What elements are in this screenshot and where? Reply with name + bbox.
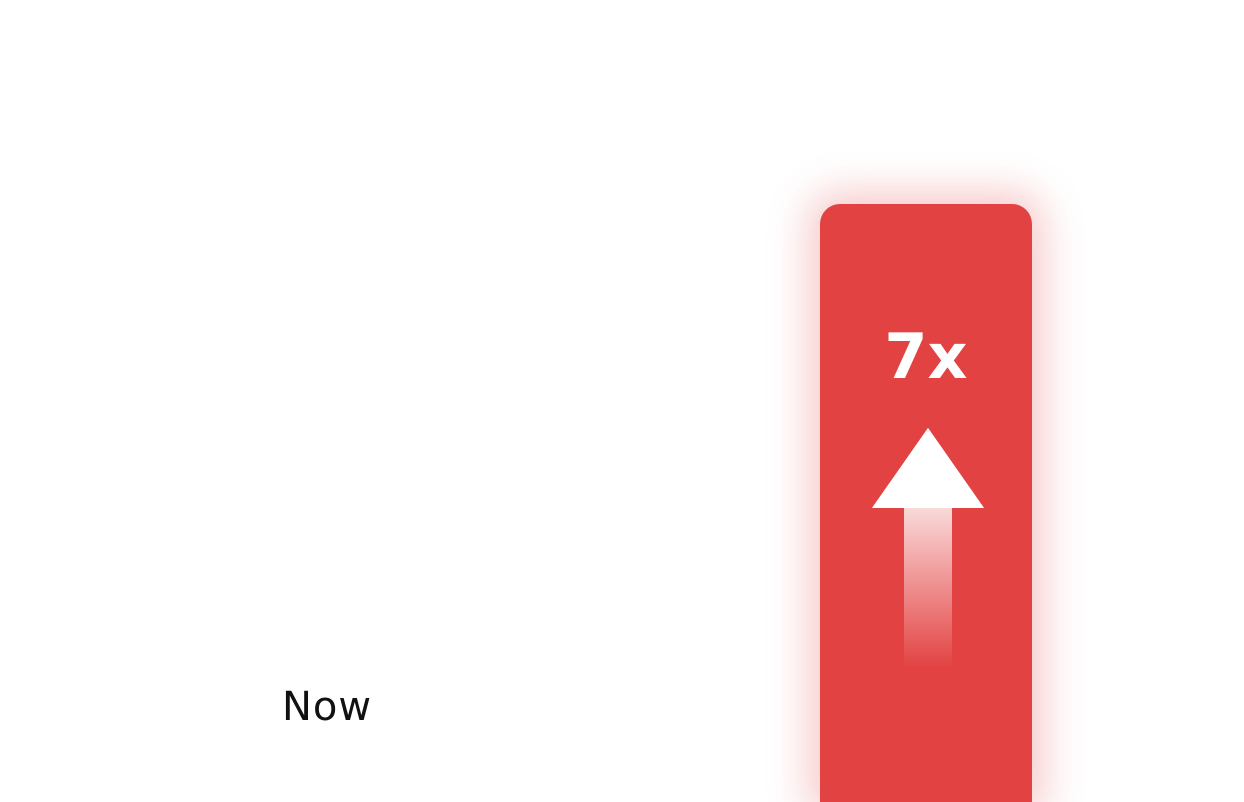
growth-bar: 7x (820, 204, 1032, 802)
arrow-head-top (872, 428, 984, 508)
up-arrow (872, 428, 984, 668)
multiplier-label: 7x (884, 320, 968, 393)
now-label: Now (282, 684, 373, 730)
